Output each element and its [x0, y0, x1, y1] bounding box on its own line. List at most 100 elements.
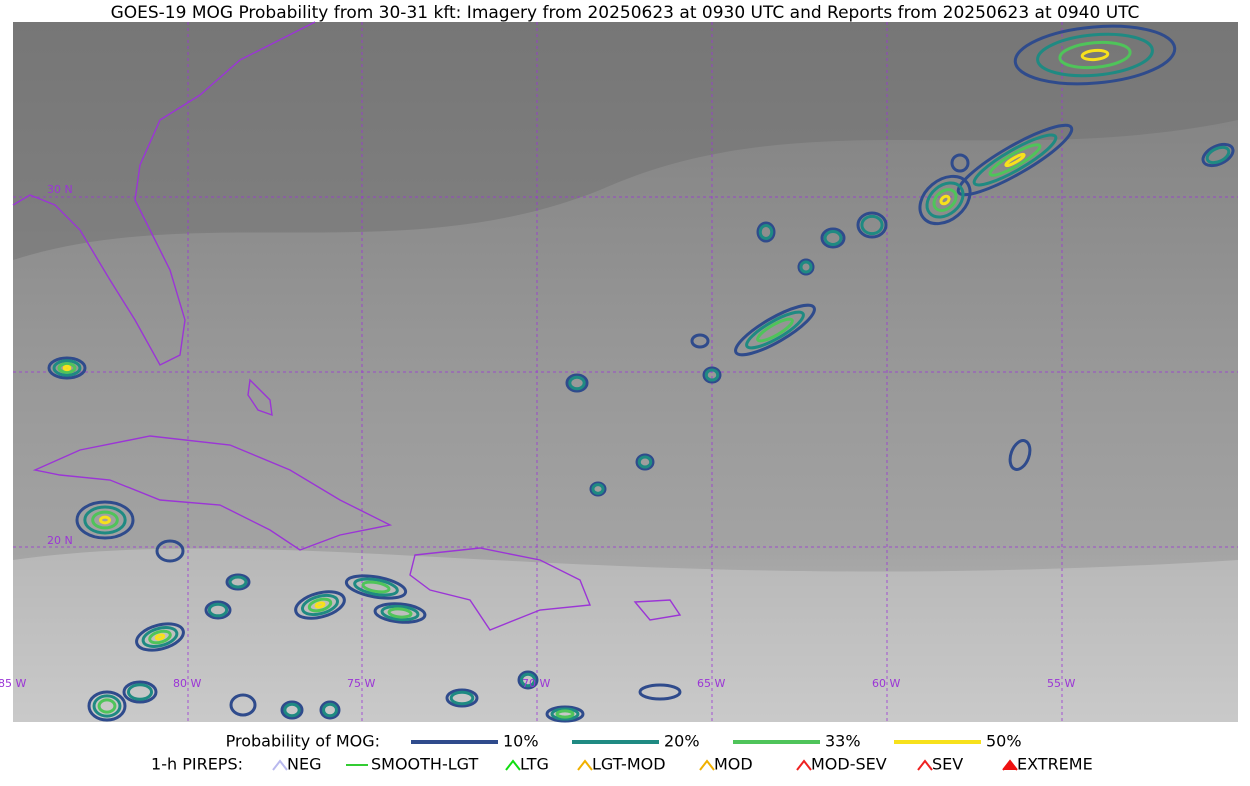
- lon-label: 80 W: [173, 677, 201, 690]
- contour: [97, 698, 117, 714]
- contour: [988, 143, 1042, 177]
- contour: [314, 601, 326, 609]
- contour: [126, 683, 154, 701]
- contour: [225, 573, 251, 591]
- contour: [99, 515, 111, 525]
- contour: [568, 375, 586, 391]
- contour: [950, 153, 970, 173]
- contour: [702, 366, 722, 384]
- contour: [1058, 40, 1132, 70]
- contour: [520, 672, 536, 688]
- contour: [155, 539, 185, 563]
- contour: [135, 622, 185, 652]
- pirep-label: SMOOTH-LGT: [371, 755, 478, 774]
- contour: [972, 133, 1058, 187]
- contour: [75, 500, 135, 540]
- contour: [820, 227, 846, 249]
- contour: [1080, 48, 1110, 62]
- lon-label: 85 W: [0, 677, 26, 690]
- pirep-symbol: [505, 759, 521, 771]
- contour: [555, 709, 575, 719]
- lat-label: 30 N: [47, 183, 73, 196]
- pirep-symbol: [796, 759, 812, 771]
- contour: [87, 690, 127, 722]
- pirep-symbol: [577, 759, 593, 771]
- pirep-label: MOD-SEV: [811, 755, 887, 774]
- contour: [823, 230, 843, 246]
- contour: [797, 258, 815, 276]
- contour: [591, 483, 605, 495]
- contour: [704, 368, 720, 382]
- contour: [932, 188, 958, 212]
- contour: [228, 575, 248, 589]
- contour: [956, 123, 1074, 197]
- pirep-label: LTG: [520, 755, 549, 774]
- contour: [565, 373, 589, 393]
- title: GOES-19 MOG Probability from 30-31 kft: …: [111, 3, 1140, 23]
- contour: [204, 600, 232, 620]
- coastlines: [12, 21, 682, 631]
- contour: [756, 221, 776, 243]
- contour: [300, 593, 340, 617]
- contour: [517, 670, 539, 690]
- contour: [294, 590, 346, 620]
- legend: Probability of MOG: 10% 20% 33% 50% 1-h PIREP…: [151, 732, 1093, 774]
- contour: [635, 453, 655, 471]
- contour: [939, 194, 951, 206]
- contour: [319, 700, 341, 720]
- legend-title: Probability of MOG:: [226, 732, 380, 751]
- lon-label: 75 W: [347, 677, 375, 690]
- contour: [207, 602, 229, 618]
- contour: [545, 705, 585, 723]
- contour: [1004, 152, 1026, 168]
- contour: [1036, 32, 1154, 78]
- legend-label: 33%: [825, 732, 861, 751]
- lon-label: 65 W: [697, 677, 725, 690]
- contour: [91, 510, 119, 530]
- contour: [307, 597, 333, 613]
- legend-label: 10%: [503, 732, 539, 751]
- contour: [1201, 142, 1235, 168]
- contour: [860, 214, 884, 236]
- legend-title: 1-h PIREPS:: [151, 755, 243, 774]
- pirep-label: SEV: [932, 755, 963, 774]
- contour: [925, 181, 965, 219]
- pirep-symbol: [699, 759, 715, 771]
- contour: [589, 481, 607, 497]
- grid-labels: 30 N 20 N 85 W 80 W 75 W 70 W 65 W 60 W 55 W: [0, 183, 1075, 690]
- contour: [57, 362, 77, 374]
- contour: [380, 604, 420, 622]
- contour: [62, 364, 72, 372]
- contour: [229, 693, 257, 717]
- contour: [92, 694, 122, 718]
- contour: [141, 626, 179, 648]
- contour: [637, 455, 653, 469]
- contour: [387, 607, 413, 619]
- cloud-band: [13, 548, 1238, 722]
- contour: [690, 333, 710, 349]
- contour: [154, 633, 166, 641]
- pirep-symbol: [1002, 759, 1018, 771]
- contour: [1205, 145, 1231, 165]
- pirep-symbol: [917, 759, 933, 771]
- pirep-label: NEG: [287, 755, 321, 774]
- legend-label: 20%: [664, 732, 700, 751]
- contour: [47, 356, 87, 380]
- pirep-label: MOD: [714, 755, 753, 774]
- contour: [1013, 24, 1177, 86]
- pirep-symbol: [272, 759, 288, 771]
- contour: [745, 310, 805, 350]
- contour: [280, 700, 304, 720]
- contour: [373, 602, 427, 624]
- contour: [122, 680, 158, 704]
- contour: [283, 702, 301, 718]
- contour: [734, 303, 816, 357]
- lon-label: 70 W: [522, 677, 550, 690]
- lon-label: 60 W: [872, 677, 900, 690]
- contour: [758, 224, 774, 240]
- contour: [322, 702, 338, 718]
- contour: [550, 707, 580, 721]
- pirep-label: EXTREME: [1017, 755, 1093, 774]
